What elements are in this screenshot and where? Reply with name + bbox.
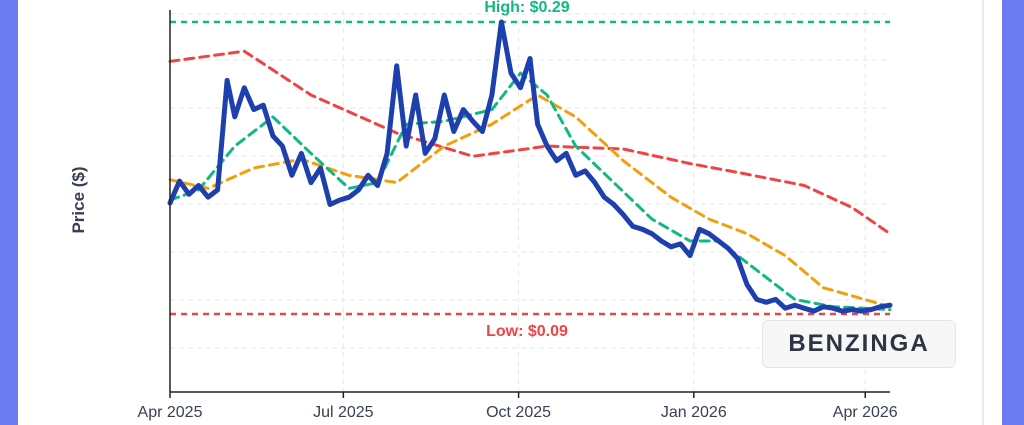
x-tick-label-2: Oct 2025 xyxy=(486,404,551,421)
x-tick-label-4: Apr 2026 xyxy=(833,404,898,421)
moving-average-line-2 xyxy=(168,93,892,309)
card-edge xyxy=(982,0,984,425)
benzinga-watermark: BENZINGA xyxy=(762,320,956,368)
reference-lines xyxy=(170,20,890,316)
low-label: Low: $0.09 xyxy=(486,323,568,340)
price-line xyxy=(167,19,893,314)
y-axis-label: Price ($) xyxy=(69,166,88,233)
x-tick-label-0: Apr 2025 xyxy=(138,404,203,421)
series-lines xyxy=(167,19,893,314)
x-tick-label-3: Jan 2026 xyxy=(661,404,727,421)
high-label: High: $0.29 xyxy=(484,0,569,16)
x-ticks: Apr 2025 Jul 2025 Oct 2025 Jan 2026 Apr 2026 xyxy=(138,392,898,421)
moving-average-line-3 xyxy=(168,49,892,236)
x-tick-label-1: Jul 2025 xyxy=(313,404,374,421)
moving-average-line-1 xyxy=(168,71,892,312)
